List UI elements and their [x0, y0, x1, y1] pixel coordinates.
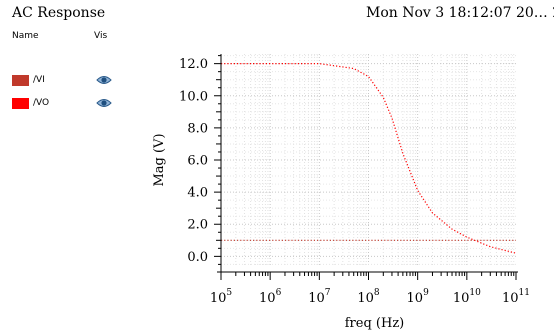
legend-name-header: Name: [12, 31, 39, 41]
eye-icon[interactable]: [96, 97, 112, 112]
y-tick-label: 2.0: [187, 218, 208, 233]
x-tick-label: 108: [357, 288, 380, 306]
legend-swatch-vi: [12, 75, 29, 86]
series-layer: [221, 62, 517, 254]
grid-lines: [220, 54, 516, 266]
series-line-vo: [221, 62, 517, 254]
y-tick-label: 12.0: [179, 57, 208, 72]
x-tick-label: 105: [210, 288, 233, 306]
tick-labels: 0.0 2.0 4.0 6.0 8.0 10.0 12.0 105 106 107 108 109 10…: [152, 57, 530, 331]
legend-header: Name Vis: [12, 31, 107, 41]
legend-swatch-vo: [12, 98, 29, 109]
timestamp: Mon Nov 3 18:12:07 20… 2: [366, 5, 554, 21]
x-tick-label: 1011: [502, 288, 530, 306]
y-tick-label: 8.0: [187, 121, 208, 136]
x-tick-label: 1010: [453, 288, 481, 306]
y-tick-label: 0.0: [187, 250, 208, 265]
y-tick-label: 6.0: [187, 154, 208, 169]
eye-icon[interactable]: [96, 74, 112, 89]
y-axis-label: Mag (V): [152, 133, 167, 186]
legend-label-vo: /VO: [33, 98, 50, 108]
y-tick-label: 4.0: [187, 186, 208, 201]
x-tick-label: 109: [407, 288, 430, 306]
y-tick-label: 10.0: [179, 89, 208, 104]
x-tick-label: 107: [308, 288, 331, 306]
legend-label-vi: /VI: [33, 75, 45, 85]
x-tick-label: 106: [259, 288, 282, 306]
x-axis-label: freq (Hz): [345, 316, 405, 331]
axes: [214, 54, 518, 280]
window-title: AC Response: [12, 5, 106, 21]
legend-vis-header: Vis: [94, 31, 108, 41]
